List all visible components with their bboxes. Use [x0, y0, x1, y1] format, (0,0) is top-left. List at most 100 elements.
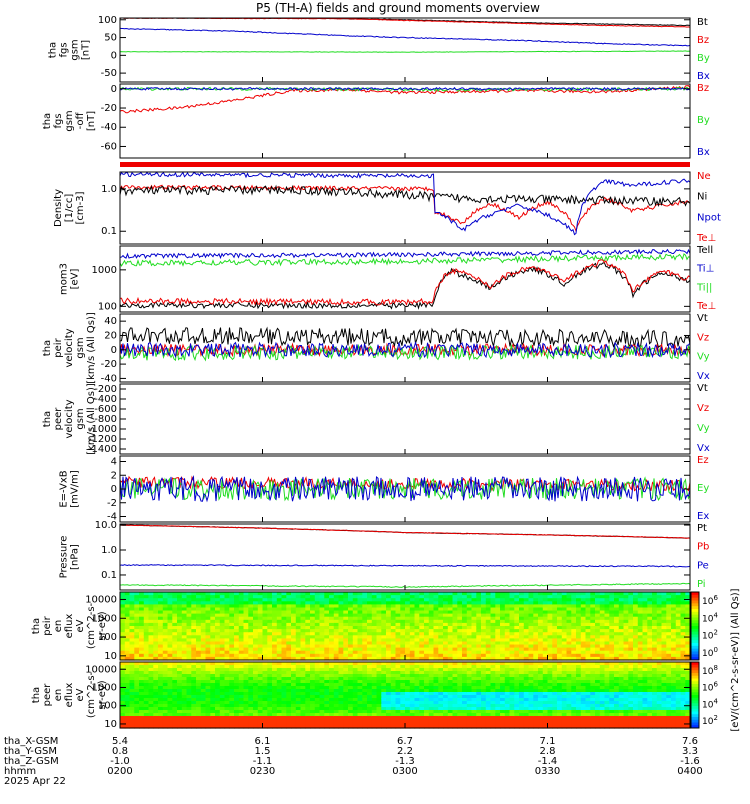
legend-entry-Tell: Tell [696, 245, 713, 256]
y-axis-label: gsm [75, 408, 86, 429]
y-tick-label: -60 [101, 141, 117, 152]
y-tick-label: -40 [101, 122, 117, 133]
y-tick-label: 1.0 [101, 184, 117, 195]
y-axis-label: fgs [53, 113, 64, 128]
y-axis-label: gsm [64, 110, 75, 131]
y-axis-label: [nPa] [70, 544, 81, 570]
panel-frame [120, 84, 690, 158]
legend-entry-Pt: Pt [697, 523, 707, 534]
y-tick-label: -50 [101, 68, 117, 79]
legend-entry-Te⊥: Te⊥ [696, 233, 716, 244]
y-axis-label: [nT] [86, 111, 97, 131]
series-line-Pb [120, 525, 690, 538]
y-axis-label: velocity [64, 328, 75, 367]
series-line-Te⊥ [120, 260, 690, 305]
series-line-Ti⊥ [120, 250, 690, 259]
y-axis-label: [cm-3] [75, 191, 86, 224]
status-bar [120, 162, 690, 167]
y-axis-label: [nT] [81, 40, 92, 60]
y-axis-label: E=-VxB [59, 470, 70, 507]
legend-entry-Bx: Bx [697, 71, 710, 82]
legend-entry-Vt: Vt [697, 313, 708, 324]
series-line-Ne [120, 185, 690, 231]
y-axis-label: gsm [75, 337, 86, 358]
y-axis-label: mom3 [59, 263, 70, 295]
y-tick-label: 0.1 [101, 570, 117, 581]
y-tick-label: 0 [111, 484, 117, 495]
series-line-Bx [120, 28, 690, 46]
y-axis-label: tha [48, 42, 59, 58]
y-tick-label: 0 [111, 84, 117, 95]
y-tick-label: 0 [111, 50, 117, 61]
y-axis-label: eflux [64, 614, 75, 639]
legend-entry-Bz: Bz [697, 83, 709, 94]
y-axis-label: tha [31, 618, 42, 634]
legend-entry-Ni: Ni [697, 192, 707, 203]
y-axis-label: [km/s (All Qs)] [86, 383, 97, 455]
y-axis-label: [eV] [70, 269, 81, 290]
legend-entry-Ey: Ey [697, 483, 709, 494]
y-axis-label: fgs [59, 42, 70, 57]
legend-entry-Pi: Pi [697, 579, 706, 590]
legend-entry-Ne: Ne [697, 171, 711, 182]
y-tick-label: 20 [104, 330, 117, 341]
legend-entry-Vy: Vy [697, 352, 710, 363]
y-axis-label: Pressure [59, 536, 70, 579]
panel-frame [120, 172, 690, 244]
legend-entry-Vy: Vy [697, 423, 710, 434]
y-axis-label: peir [42, 615, 53, 635]
y-axis-label: en [53, 620, 64, 633]
y-tick-label: 2 [111, 470, 117, 481]
y-axis-label: (cm^2-s- [86, 602, 97, 649]
y-tick-label: -40 [101, 373, 117, 384]
legend-entry-Bz: Bz [697, 35, 709, 46]
y-axis-label: tha [42, 340, 53, 356]
plot-title: P5 (TH-A) fields and ground moments over… [256, 1, 540, 15]
legend-entry-Ez: Ez [697, 455, 709, 466]
y-axis-label: peer [53, 407, 64, 431]
y-tick-label: 100 [98, 15, 117, 26]
y-axis-label: velocity [64, 399, 75, 438]
legend-entry-By: By [697, 53, 710, 64]
series-line-Bt [120, 18, 690, 26]
series-line-Pe [120, 565, 690, 567]
y-axis-label: peir [53, 337, 64, 357]
panel-frame [120, 384, 690, 454]
y-tick-label: 4 [111, 457, 117, 468]
series-line-Ni [120, 186, 690, 205]
y-tick-label: 1000 [92, 265, 117, 276]
panel-frame [120, 18, 690, 82]
y-axis-label: -off [75, 111, 86, 129]
legend-entry-Te⊥: Te⊥ [696, 301, 716, 312]
legend-entry-Vt: Vt [697, 383, 708, 394]
y-axis-label: [mV/m] [70, 470, 81, 508]
legend-entry-Vx: Vx [697, 371, 710, 382]
y-axis-label: tha [42, 113, 53, 129]
legend-entry-Bt: Bt [697, 17, 708, 28]
y-axis-label: Density [53, 189, 64, 227]
y-tick-label: 10 [104, 651, 117, 662]
y-tick-label: 1.0 [101, 545, 117, 556]
y-tick-label: 100 [98, 301, 117, 312]
legend-entry-Vx: Vx [697, 443, 710, 454]
y-axis-label: eV [75, 619, 86, 632]
y-tick-label: 40 [104, 316, 117, 327]
series-line-By [120, 51, 690, 52]
y-tick-label: 0.1 [101, 226, 117, 237]
y-axis-label: tha [42, 411, 53, 427]
legend-entry-Ti⊥: Ti⊥ [696, 264, 714, 275]
legend-entry-Bx: Bx [697, 147, 710, 158]
y-axis-label: gsm [70, 39, 81, 60]
y-axis-label: sr-eV) [97, 611, 108, 640]
